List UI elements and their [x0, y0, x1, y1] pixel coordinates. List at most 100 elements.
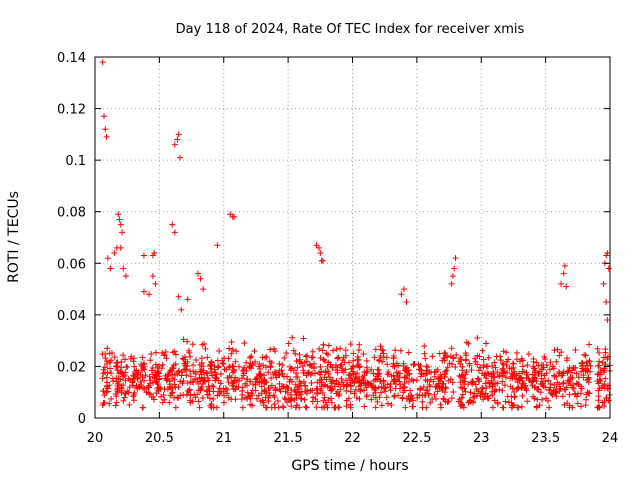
- data-point: [603, 252, 610, 259]
- data-point: [449, 273, 456, 280]
- data-point: [569, 374, 576, 381]
- data-point: [353, 394, 360, 401]
- data-point: [106, 365, 113, 372]
- x-tick-label: 21: [215, 431, 232, 446]
- data-point: [596, 376, 603, 383]
- data-point: [422, 355, 429, 362]
- data-point: [179, 369, 186, 376]
- data-point: [302, 382, 309, 389]
- data-point: [129, 378, 136, 385]
- data-point: [581, 351, 588, 358]
- data-point: [130, 393, 137, 400]
- data-point: [257, 372, 264, 379]
- data-point: [193, 356, 200, 363]
- data-point: [126, 401, 133, 408]
- data-point: [387, 381, 394, 388]
- data-point: [395, 362, 402, 369]
- y-axis-label: ROTI / TECUs: [6, 191, 22, 283]
- data-point: [444, 398, 451, 405]
- data-point: [175, 383, 182, 390]
- data-point: [310, 365, 317, 372]
- data-point: [558, 349, 565, 356]
- data-point: [312, 370, 319, 377]
- data-point: [214, 242, 221, 249]
- data-point: [175, 131, 182, 138]
- data-point: [524, 362, 531, 369]
- data-point: [246, 362, 253, 369]
- data-point: [316, 244, 323, 251]
- data-point: [172, 404, 179, 411]
- data-point: [253, 395, 260, 402]
- data-point: [533, 378, 540, 385]
- data-point: [372, 404, 379, 411]
- data-point: [268, 404, 275, 411]
- data-point: [175, 293, 182, 300]
- data-point: [155, 384, 162, 391]
- data-point: [400, 389, 407, 396]
- data-point: [166, 399, 173, 406]
- data-point: [130, 355, 137, 362]
- data-point: [247, 401, 254, 408]
- data-point: [199, 341, 206, 348]
- data-point: [191, 375, 198, 382]
- data-point: [140, 385, 147, 392]
- data-point: [294, 373, 301, 380]
- data-point: [106, 400, 113, 407]
- data-point: [459, 391, 466, 398]
- data-point: [216, 385, 223, 392]
- data-point: [582, 365, 589, 372]
- data-point: [148, 351, 155, 358]
- data-point: [338, 375, 345, 382]
- data-point: [413, 377, 420, 384]
- data-point: [228, 350, 235, 357]
- data-point: [421, 342, 428, 349]
- data-point: [554, 346, 561, 353]
- data-point: [260, 362, 267, 369]
- data-point: [306, 361, 313, 368]
- data-point: [467, 398, 474, 405]
- data-point: [307, 388, 314, 395]
- data-point: [274, 397, 281, 404]
- data-point: [303, 404, 310, 411]
- data-point: [604, 356, 611, 363]
- data-point: [137, 379, 144, 386]
- y-tick-label: 0.06: [57, 257, 86, 272]
- data-point: [494, 399, 501, 406]
- data-point: [579, 362, 586, 369]
- data-point: [445, 377, 452, 384]
- data-point: [320, 356, 327, 363]
- data-point: [220, 385, 227, 392]
- data-point: [546, 404, 553, 411]
- data-point: [595, 397, 602, 404]
- data-point: [301, 359, 308, 366]
- data-point: [281, 354, 288, 361]
- data-point: [210, 396, 217, 403]
- data-point: [204, 354, 211, 361]
- data-point: [371, 387, 378, 394]
- data-point: [403, 368, 410, 375]
- data-point: [381, 388, 388, 395]
- data-point: [258, 377, 265, 384]
- data-point: [130, 382, 137, 389]
- data-point: [102, 350, 109, 357]
- data-point: [208, 404, 215, 411]
- data-point: [357, 388, 364, 395]
- data-point: [402, 374, 409, 381]
- data-point: [497, 357, 504, 364]
- data-point: [347, 382, 354, 389]
- data-point: [308, 380, 315, 387]
- data-point: [169, 221, 176, 228]
- data-point: [478, 388, 485, 395]
- data-point: [513, 385, 520, 392]
- data-point: [546, 366, 553, 373]
- data-point: [103, 374, 110, 381]
- data-point: [524, 398, 531, 405]
- data-point: [154, 380, 161, 387]
- data-point: [199, 394, 206, 401]
- data-point: [574, 400, 581, 407]
- data-point: [263, 353, 270, 360]
- data-point: [530, 393, 537, 400]
- data-point: [531, 374, 538, 381]
- data-point: [486, 380, 493, 387]
- data-point: [117, 221, 124, 228]
